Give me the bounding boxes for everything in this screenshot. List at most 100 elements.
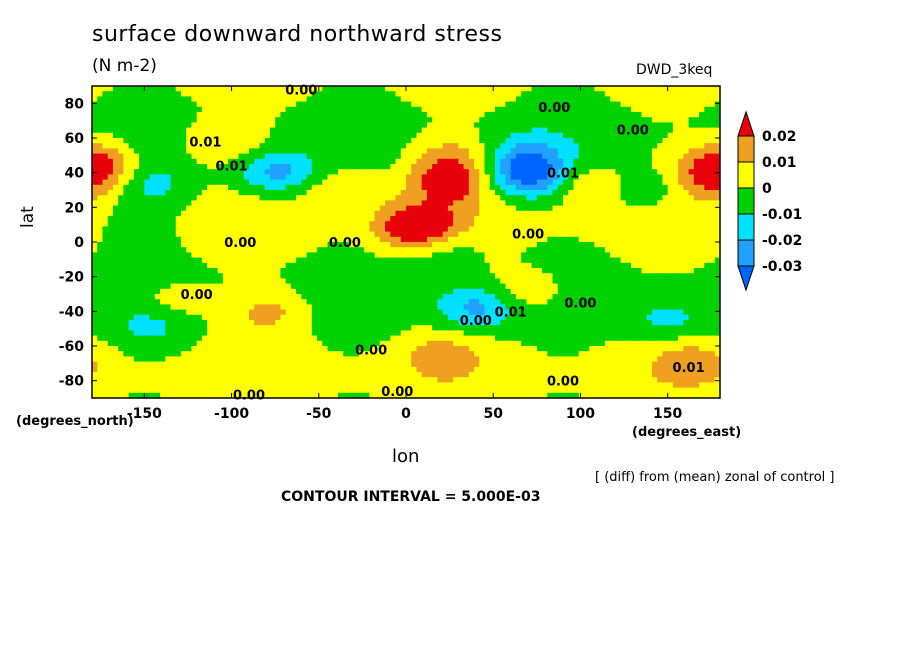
- heat-cell: [421, 122, 428, 129]
- heat-cell: [332, 195, 339, 201]
- heat-cell: [238, 143, 245, 149]
- heat-cell: [217, 294, 224, 300]
- heat-cell: [426, 179, 433, 186]
- heat-cell: [390, 226, 397, 233]
- heat-cell: [369, 268, 376, 274]
- heat-cell: [186, 210, 193, 217]
- heat-cell: [364, 117, 370, 123]
- heat-cell: [568, 283, 575, 290]
- heat-cell: [107, 195, 114, 201]
- heat-cell: [583, 257, 590, 264]
- heat-cell: [447, 169, 454, 175]
- heat-cell: [269, 226, 276, 233]
- heat-cell: [573, 138, 580, 144]
- heat-cell: [531, 158, 538, 165]
- heat-cell: [191, 158, 198, 165]
- heat-cell: [186, 288, 193, 295]
- heat-cell: [400, 200, 407, 207]
- heat-cell: [191, 112, 198, 118]
- heat-cell: [165, 112, 172, 118]
- heat-cell: [186, 148, 193, 155]
- heat-cell: [463, 101, 470, 108]
- heat-cell: [296, 226, 302, 233]
- heat-cell: [683, 91, 690, 97]
- heat-cell: [547, 96, 554, 103]
- heat-cell: [317, 96, 323, 103]
- heat-cell: [191, 262, 198, 269]
- heat-cell: [699, 288, 705, 295]
- heat-cell: [102, 96, 109, 103]
- heat-cell: [212, 273, 219, 279]
- heat-cell: [348, 143, 355, 149]
- heat-cell: [186, 184, 193, 191]
- heat-cell: [610, 91, 616, 97]
- heat-cell: [317, 184, 323, 191]
- heat-cell: [353, 252, 360, 259]
- heat-cell: [102, 273, 109, 279]
- heat-cell: [704, 262, 711, 269]
- heat-cell: [631, 138, 637, 144]
- heat-cell: [317, 174, 323, 181]
- heat-cell: [468, 143, 475, 149]
- heat-cell: [364, 210, 370, 217]
- heat-cell: [484, 169, 491, 175]
- heat-cell: [348, 247, 355, 253]
- heat-cell: [693, 117, 700, 123]
- heat-cell: [180, 216, 187, 222]
- heat-cell: [379, 122, 386, 129]
- heat-cell: [699, 190, 705, 196]
- heat-cell: [688, 143, 695, 149]
- heat-cell: [259, 221, 266, 227]
- heat-cell: [437, 236, 444, 243]
- heat-cell: [317, 112, 323, 118]
- heat-cell: [332, 221, 339, 227]
- heat-cell: [688, 231, 695, 238]
- heat-cell: [217, 221, 224, 227]
- heat-cell: [102, 231, 109, 238]
- heat-cell: [128, 112, 135, 118]
- heat-cell: [610, 153, 616, 160]
- heat-cell: [364, 127, 370, 134]
- heat-cell: [233, 247, 240, 253]
- heat-cell: [646, 112, 653, 118]
- heat-cell: [604, 169, 611, 175]
- heat-cell: [92, 148, 98, 155]
- heat-cell: [531, 205, 538, 212]
- heat-cell: [484, 91, 491, 97]
- heat-cell: [437, 294, 444, 300]
- heat-cell: [92, 127, 98, 134]
- heat-cell: [133, 112, 140, 118]
- heat-cell: [322, 221, 329, 227]
- heat-cell: [563, 143, 569, 149]
- heat-cell: [144, 195, 151, 201]
- heat-cell: [672, 127, 679, 134]
- heat-cell: [709, 96, 716, 103]
- heat-cell: [353, 205, 360, 212]
- heat-cell: [92, 262, 98, 269]
- heat-cell: [699, 262, 705, 269]
- heat-cell: [625, 164, 632, 170]
- heat-cell: [233, 278, 240, 285]
- heat-cell: [395, 132, 402, 139]
- heat-cell: [568, 262, 575, 269]
- heat-cell: [180, 252, 187, 259]
- heat-cell: [594, 164, 601, 170]
- heat-cell: [191, 231, 198, 238]
- heat-cell: [254, 216, 261, 222]
- heat-cell: [437, 86, 444, 92]
- heat-cell: [358, 210, 365, 217]
- heat-cell: [636, 278, 643, 285]
- heat-cell: [631, 164, 637, 170]
- heat-cell: [620, 247, 627, 253]
- heat-cell: [651, 153, 658, 160]
- heat-cell: [343, 184, 350, 191]
- heat-cell: [222, 132, 229, 139]
- heat-cell: [290, 122, 297, 129]
- heat-cell: [254, 91, 261, 97]
- heat-cell: [217, 153, 224, 160]
- heat-cell: [233, 153, 240, 160]
- heat-cell: [228, 226, 234, 233]
- heat-cell: [568, 174, 575, 181]
- heat-cell: [337, 252, 344, 259]
- heat-cell: [641, 262, 648, 269]
